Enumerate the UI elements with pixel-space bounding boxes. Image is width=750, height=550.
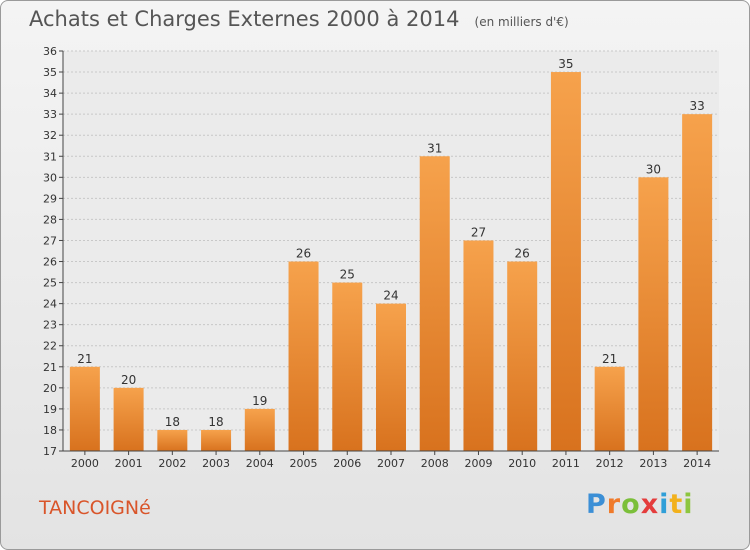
x-tick-label: 2010 — [508, 457, 536, 470]
y-tick-label: 21 — [43, 361, 57, 374]
bar-2010 — [507, 261, 538, 451]
proxiti-logo: Proxiti — [586, 489, 694, 520]
y-tick-label: 36 — [43, 45, 57, 58]
y-tick-label: 23 — [43, 319, 57, 332]
chart-title: Achats et Charges Externes 2000 à 2014 (… — [29, 7, 569, 31]
town-name: TANCOIGNé — [39, 497, 151, 519]
logo-letter: r — [606, 489, 622, 520]
y-tick-label: 30 — [43, 171, 57, 184]
bar-2008 — [419, 156, 450, 451]
logo-letter: P — [586, 489, 607, 520]
y-tick-label: 22 — [43, 340, 57, 353]
bar-2000 — [69, 366, 100, 451]
logo-letter: i — [659, 489, 670, 520]
bar-2012 — [594, 366, 625, 451]
bar-value-label: 25 — [340, 268, 355, 282]
x-tick-label: 2011 — [552, 457, 580, 470]
bar-value-label: 18 — [208, 415, 223, 429]
y-tick-label: 35 — [43, 66, 57, 79]
bar-value-label: 33 — [689, 99, 704, 113]
y-tick-label: 31 — [43, 150, 57, 163]
logo-letter: i — [683, 489, 694, 520]
bar-2005 — [288, 261, 319, 451]
x-tick-label: 2006 — [333, 457, 361, 470]
bar-value-label: 31 — [427, 141, 442, 155]
bar-value-label: 27 — [471, 225, 486, 239]
bar-value-label: 26 — [515, 247, 530, 261]
y-tick-label: 19 — [43, 403, 57, 416]
bar-2002 — [157, 429, 188, 451]
x-tick-label: 2009 — [464, 457, 492, 470]
bar-value-label: 26 — [296, 247, 311, 261]
bar-2009 — [463, 240, 494, 451]
y-tick-label: 25 — [43, 277, 57, 290]
bar-2001 — [113, 387, 144, 451]
bar-value-label: 30 — [646, 162, 661, 176]
y-tick-label: 24 — [43, 298, 57, 311]
chart-unit: (en milliers d'€) — [474, 15, 569, 29]
bar-value-label: 21 — [77, 352, 92, 366]
logo-letter: o — [621, 489, 641, 520]
x-tick-label: 2007 — [377, 457, 405, 470]
bar-value-label: 18 — [165, 415, 180, 429]
bar-2007 — [376, 303, 406, 451]
x-tick-label: 2000 — [71, 457, 99, 470]
bar-value-label: 19 — [252, 394, 267, 408]
logo-letter: x — [640, 489, 660, 520]
bar-2011 — [550, 72, 581, 451]
bar-2013 — [638, 177, 669, 451]
bar-value-label: 20 — [121, 373, 136, 387]
x-tick-label: 2003 — [202, 457, 230, 470]
y-tick-label: 27 — [43, 234, 57, 247]
bar-value-label: 21 — [602, 352, 617, 366]
y-tick-label: 34 — [43, 87, 57, 100]
y-tick-label: 29 — [43, 192, 57, 205]
y-tick-label: 33 — [43, 108, 57, 121]
x-tick-label: 2005 — [290, 457, 318, 470]
chart-title-text: Achats et Charges Externes 2000 à 2014 — [29, 7, 460, 31]
y-tick-label: 32 — [43, 129, 57, 142]
y-tick-label: 26 — [43, 256, 57, 269]
bar-2004 — [244, 408, 275, 451]
logo-letter: t — [669, 489, 684, 520]
x-tick-label: 2014 — [683, 457, 711, 470]
y-tick-label: 28 — [43, 213, 57, 226]
bar-2003 — [201, 429, 232, 451]
y-tick-label: 17 — [43, 445, 57, 458]
axes: 17 18 19 20 21 22 23 24 25 26 27 28 29 30 31 32 33 34 35 36… — [43, 45, 719, 470]
bar-2006 — [332, 282, 363, 451]
y-tick-label: 20 — [43, 382, 57, 395]
bar-value-label: 35 — [558, 57, 573, 71]
bar-value-label: 24 — [383, 289, 398, 303]
x-tick-label: 2012 — [596, 457, 624, 470]
x-tick-label: 2008 — [421, 457, 449, 470]
bar-2014 — [682, 114, 713, 451]
x-tick-label: 2002 — [158, 457, 186, 470]
x-tick-label: 2013 — [639, 457, 667, 470]
x-tick-label: 2001 — [115, 457, 143, 470]
y-tick-label: 18 — [43, 424, 57, 437]
x-tick-label: 2004 — [246, 457, 274, 470]
bars: 21 20 18 18 19 26 25 24 31 27 26 35 21 30 33 — [69, 57, 713, 451]
